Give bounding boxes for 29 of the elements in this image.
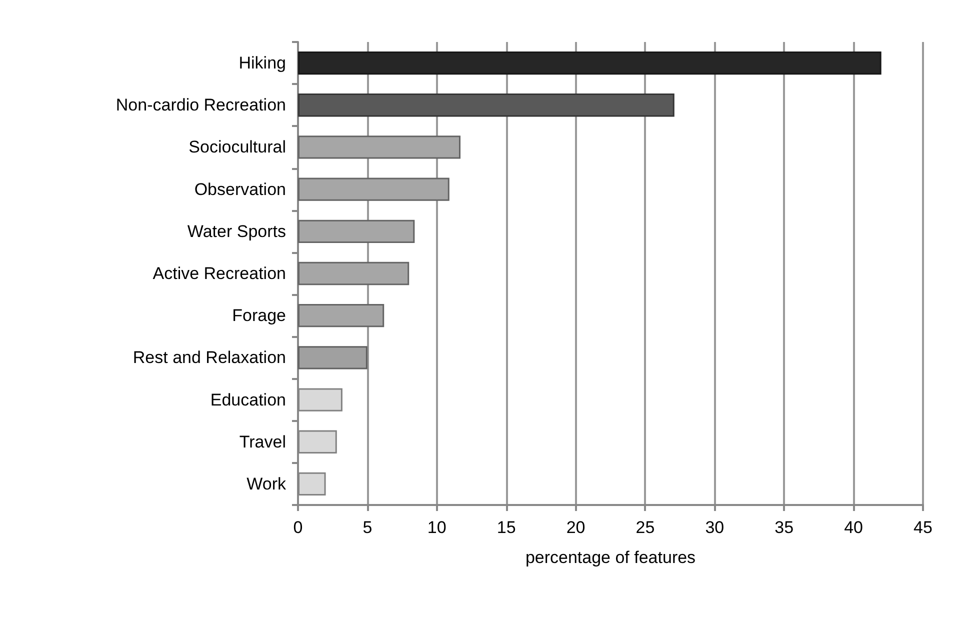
y-tick-label: Rest and Relaxation	[132, 348, 286, 368]
bar	[298, 178, 450, 201]
x-tick-label: 30	[705, 518, 724, 537]
bar	[298, 220, 415, 243]
bar	[298, 304, 384, 328]
y-tick-label: Hiking	[238, 54, 286, 73]
y-tick-label: Active Recreation	[152, 264, 286, 283]
y-tick-label: Education	[210, 390, 286, 410]
y-tick-label: Non-cardio Recreation	[116, 96, 286, 115]
y-tick-label: Travel	[239, 432, 286, 452]
x-tick-label: 0	[293, 518, 303, 537]
x-tick-label: 45	[914, 518, 932, 537]
bar	[298, 94, 674, 117]
y-tick-label: Work	[246, 474, 286, 494]
bar	[298, 136, 460, 159]
x-tick-label: 5	[362, 518, 372, 537]
x-axis-title: percentage of features	[525, 548, 696, 567]
x-tick-label: 10	[427, 518, 446, 537]
x-tick-label: 15	[496, 518, 516, 537]
x-tick-label: 35	[774, 518, 794, 537]
x-tick-label: 40	[844, 518, 864, 537]
x-tick-label: 25	[636, 518, 655, 537]
y-tick-label: Water Sports	[187, 222, 286, 241]
bar	[298, 51, 882, 75]
bar	[298, 262, 410, 286]
y-tick-label: Forage	[232, 306, 286, 326]
x-tick-label: 20	[566, 518, 586, 537]
y-tick-label: Sociocultural	[188, 138, 286, 157]
y-tick-label: Observation	[194, 180, 286, 199]
